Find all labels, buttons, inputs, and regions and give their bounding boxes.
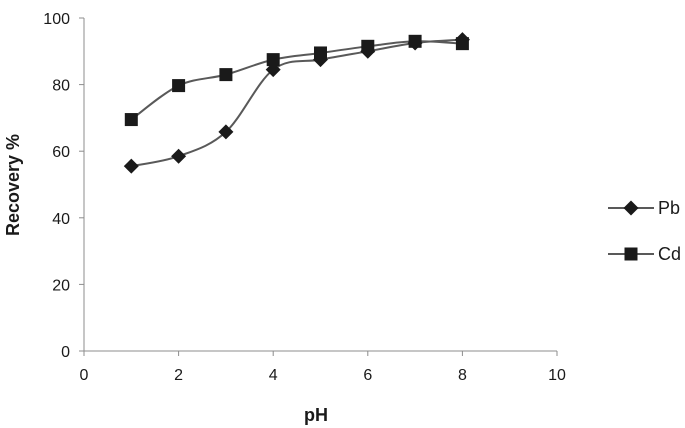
data-point-cd [266, 53, 280, 67]
x-axis-ticks: 0 2 4 6 8 10 [80, 351, 566, 384]
y-tick-label: 60 [52, 144, 70, 161]
legend-label-cd: Cd [658, 244, 681, 264]
data-point-cd [408, 34, 422, 48]
series-layer [123, 32, 470, 174]
x-axis-title: pH [304, 405, 328, 425]
data-point-pb [265, 62, 281, 78]
y-axis-title: Recovery % [3, 134, 23, 236]
legend-item-pb: Pb [608, 198, 680, 218]
legend-label-pb: Pb [658, 198, 680, 218]
data-point-pb [123, 158, 139, 174]
x-tick-label: 6 [363, 367, 372, 384]
data-point-cd [172, 79, 186, 93]
y-tick-label: 40 [52, 211, 70, 228]
y-tick-label: 100 [43, 11, 70, 28]
x-tick-label: 4 [269, 367, 278, 384]
legend-marker-pb [623, 200, 639, 216]
data-point-pb [218, 124, 234, 140]
data-point-pb [171, 148, 187, 164]
data-point-cd [455, 37, 469, 51]
series-line-pb [131, 38, 463, 168]
x-tick-label: 0 [80, 367, 89, 384]
series-cd [124, 34, 469, 127]
legend-item-cd: Cd [608, 244, 681, 264]
y-axis-ticks: 0 20 40 60 80 100 [43, 11, 84, 361]
data-point-cd [361, 39, 375, 53]
y-tick-label: 80 [52, 78, 70, 95]
axes [83, 18, 557, 352]
legend: Pb Cd [608, 198, 681, 264]
legend-marker-cd [624, 247, 638, 261]
y-tick-label: 0 [61, 344, 70, 361]
x-tick-label: 2 [174, 367, 183, 384]
data-point-cd [219, 68, 233, 82]
series-pb [123, 32, 470, 174]
x-tick-label: 8 [458, 367, 467, 384]
y-tick-label: 20 [52, 277, 70, 294]
data-point-cd [314, 46, 327, 60]
x-tick-label: 10 [548, 367, 566, 384]
data-point-cd [124, 113, 138, 127]
